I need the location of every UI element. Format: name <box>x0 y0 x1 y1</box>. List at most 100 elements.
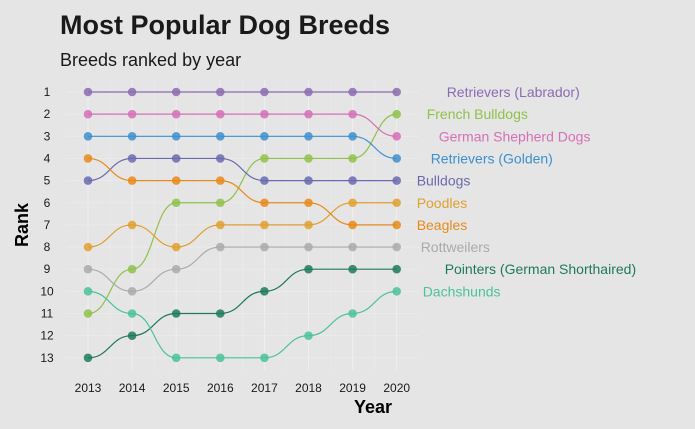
point-french-bulldogs <box>83 309 93 318</box>
point-rottweilers <box>304 242 313 252</box>
point-retrievers-golden <box>348 132 357 141</box>
point-bulldogs <box>348 176 357 185</box>
series-label-retrievers-golden: Retrievers (Golden) <box>431 150 553 166</box>
y-tick-label: 10 <box>40 284 54 298</box>
point-rottweilers <box>216 242 225 252</box>
chart-title: Most Popular Dog Breeds <box>60 10 390 40</box>
point-french-bulldogs <box>348 154 357 163</box>
point-rottweilers <box>348 242 357 252</box>
y-tick-label: 13 <box>40 351 54 365</box>
point-german-shepherd-dogs <box>83 109 93 119</box>
point-dachshunds <box>304 331 313 340</box>
series-label-dachshunds: Dachshunds <box>423 283 501 299</box>
point-retrievers-golden <box>260 132 269 141</box>
point-retrievers-labrador <box>171 87 181 97</box>
x-tick-label: 2020 <box>383 381 410 395</box>
point-dachshunds <box>171 353 181 363</box>
point-beagles <box>171 176 181 185</box>
point-french-bulldogs <box>216 198 225 208</box>
point-poodles <box>127 220 137 230</box>
point-rottweilers <box>171 264 181 274</box>
y-tick-label: 5 <box>44 174 51 188</box>
point-retrievers-labrador <box>216 87 225 97</box>
point-retrievers-labrador <box>304 87 313 97</box>
point-bulldogs <box>304 176 313 185</box>
point-german-shepherd-dogs <box>392 132 402 141</box>
point-pointers-german-shorthaired <box>171 309 181 318</box>
x-tick-label: 2018 <box>295 381 322 395</box>
point-pointers-german-shorthaired <box>392 264 402 274</box>
x-tick-label: 2016 <box>207 381 234 395</box>
chart-subtitle: Breeds ranked by year <box>60 50 241 70</box>
point-pointers-german-shorthaired <box>348 264 357 274</box>
point-french-bulldogs <box>260 154 269 163</box>
point-beagles <box>304 198 313 208</box>
x-tick-label: 2014 <box>119 381 146 395</box>
series-labels: Retrievers (Labrador) French Bulldogs Germ… <box>417 84 636 299</box>
y-tick-label: 12 <box>40 329 54 343</box>
y-axis-title: Rank <box>12 202 32 247</box>
series-label-bulldogs: Bulldogs <box>417 173 471 189</box>
series-label-german-shepherd-dogs: German Shepherd Dogs <box>439 128 591 144</box>
point-german-shepherd-dogs <box>348 109 357 119</box>
point-french-bulldogs <box>171 198 181 208</box>
point-retrievers-labrador <box>260 87 269 97</box>
point-french-bulldogs <box>127 264 137 274</box>
x-tick-label: 2013 <box>75 381 102 395</box>
point-bulldogs <box>216 154 225 163</box>
point-beagles <box>392 220 402 230</box>
point-poodles <box>216 220 225 230</box>
point-pointers-german-shorthaired <box>260 287 269 296</box>
point-retrievers-golden <box>171 132 181 141</box>
point-beagles <box>348 220 357 230</box>
point-poodles <box>83 242 93 252</box>
point-bulldogs <box>392 176 402 185</box>
point-beagles <box>260 198 269 208</box>
point-retrievers-labrador <box>348 87 357 97</box>
point-bulldogs <box>260 176 269 185</box>
series-label-beagles: Beagles <box>417 217 468 233</box>
y-tick-label: 9 <box>44 262 51 276</box>
y-tick-label: 6 <box>44 196 51 210</box>
point-beagles <box>216 176 225 185</box>
point-dachshunds <box>260 353 269 363</box>
y-tick-label: 8 <box>44 240 51 254</box>
point-pointers-german-shorthaired <box>127 331 137 340</box>
series-label-poodles: Poodles <box>417 195 468 211</box>
point-dachshunds <box>83 287 93 296</box>
point-rottweilers <box>83 264 93 274</box>
point-retrievers-golden <box>127 132 137 141</box>
point-poodles <box>171 242 181 252</box>
point-german-shepherd-dogs <box>171 109 181 119</box>
y-tick-label: 11 <box>41 307 54 321</box>
point-beagles <box>83 154 93 163</box>
point-poodles <box>260 220 269 230</box>
point-rottweilers <box>260 242 269 252</box>
series-label-rottweilers: Rottweilers <box>421 239 490 255</box>
series-points <box>83 87 402 363</box>
point-beagles <box>127 176 137 185</box>
point-german-shepherd-dogs <box>216 109 225 119</box>
x-tick-label: 2015 <box>163 381 190 395</box>
point-bulldogs <box>171 154 181 163</box>
y-tick-label: 7 <box>44 218 51 232</box>
point-retrievers-labrador <box>392 87 402 97</box>
point-pointers-german-shorthaired <box>83 353 93 363</box>
x-axis-title: Year <box>354 397 392 417</box>
y-tick-label: 2 <box>44 107 51 121</box>
point-rottweilers <box>392 242 402 252</box>
x-tick-label: 2017 <box>251 381 278 395</box>
series-label-pointers-german-shorthaired: Pointers (German Shorthaired) <box>445 261 636 277</box>
point-retrievers-labrador <box>127 87 137 97</box>
y-tick-label: 4 <box>44 151 51 165</box>
point-german-shepherd-dogs <box>260 109 269 119</box>
point-retrievers-labrador <box>83 87 93 97</box>
x-tick-label: 2019 <box>339 381 366 395</box>
series-label-retrievers-labrador: Retrievers (Labrador) <box>447 84 580 100</box>
series-label-french-bulldogs: French Bulldogs <box>427 106 528 122</box>
y-tick-label: 1 <box>44 85 51 99</box>
point-poodles <box>392 198 402 208</box>
point-pointers-german-shorthaired <box>216 309 225 318</box>
